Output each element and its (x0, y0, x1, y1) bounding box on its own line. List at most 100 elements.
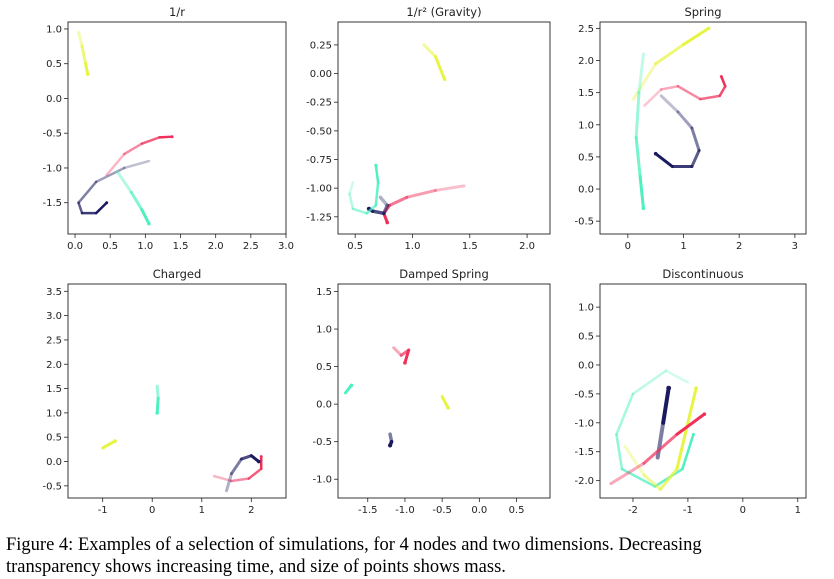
y-tick-label: 1.0 (578, 120, 594, 131)
trajectory-2-segment (140, 136, 161, 145)
y-tick-label: -0.50 (306, 126, 332, 137)
trajectory-2-segment (158, 135, 174, 139)
trajectory-2-end-point (349, 383, 354, 388)
trajectory-2-segment (433, 184, 466, 192)
trajectory-4-segment (225, 472, 233, 493)
trajectory-3-segment (247, 467, 263, 480)
trajectory-1-segment (433, 54, 447, 81)
y-tick-label: -0.25 (306, 98, 332, 109)
plot-frame (337, 21, 551, 235)
x-tick-label: 3.0 (278, 241, 294, 252)
trajectory-3-end-point (666, 385, 672, 391)
y-tick-label: -1.00 (306, 184, 332, 195)
trajectory-4-segment (675, 412, 706, 436)
trajectory-3-end-point (653, 151, 658, 156)
y-tick-label: -1.0 (574, 418, 594, 429)
x-tick-label: -1.5 (358, 505, 378, 516)
trajectory-1-segment (682, 26, 711, 46)
y-tick-label: -0.5 (574, 217, 594, 228)
trajectory-1-segment (664, 369, 690, 384)
x-tick-label: 2.5 (243, 241, 259, 252)
trajectory-4-segment (129, 190, 144, 212)
trajectory-4-segment (140, 208, 151, 226)
trajectory-3-segment (659, 94, 680, 114)
trajectory-3-segment (690, 148, 701, 169)
y-tick-label: 2.0 (578, 56, 594, 67)
trajectory-3-segment (654, 152, 674, 169)
plot-frame (599, 21, 807, 235)
y-tick-label: -2.0 (574, 476, 594, 487)
trajectory-4-segment (239, 454, 253, 461)
x-tick-label: -0.5 (432, 505, 452, 516)
trajectory-4-end-point (702, 412, 707, 416)
panel-title: Charged (153, 267, 202, 281)
trajectory-2-segment (720, 75, 727, 88)
trajectory-1-end-point (403, 361, 407, 365)
trajectory-2-segment (155, 384, 160, 400)
trajectory-1-end-point (691, 432, 695, 436)
trajectory-3-segment (370, 209, 386, 216)
figure-caption: Figure 4: Examples of a selection of sim… (6, 534, 828, 578)
y-tick-label: 0.0 (46, 94, 62, 105)
y-tick-label: 0.5 (578, 152, 594, 163)
panel-4: Charged -1 0 1 2 3.5 3.0 2.5 2.0 1.5 1.0 0.5 0.0 -0.5 (42, 267, 287, 516)
trajectory-1-end-point (442, 77, 447, 82)
trajectory-3-segment (123, 159, 151, 170)
y-tick-label: 0.25 (310, 40, 332, 51)
trajectory-2-segment (623, 444, 646, 477)
panel-1: 1/r 0.0 0.5 1.0 1.5 2.0 2.5 3.0 1.0 0.5 0.0 -0.5 -1.… (42, 5, 293, 252)
trajectory-1-segment (615, 433, 624, 471)
trajectory-1-segment (77, 30, 84, 48)
y-tick-label: 2.5 (578, 24, 594, 35)
panel-title: Discontinuous (662, 267, 743, 281)
trajectory-3-end-point (446, 406, 450, 410)
y-tick-label: 3.0 (46, 311, 62, 322)
trajectory-1-segment (654, 42, 686, 66)
y-tick-label: 3.5 (46, 287, 62, 298)
trajectory-3-segment (94, 201, 108, 215)
trajectory-1-end-point (85, 72, 90, 76)
y-tick-label: 1.0 (46, 24, 62, 35)
x-tick-label: 1 (199, 505, 205, 516)
y-tick-label: -1.5 (42, 198, 62, 209)
trajectory-2-segment (643, 88, 663, 107)
x-tick-label: 0.5 (347, 241, 363, 252)
y-tick-label: 1.0 (46, 408, 62, 419)
trajectory-2-end-point (694, 386, 698, 390)
y-tick-label: 1.0 (316, 325, 332, 336)
x-tick-label: 2 (736, 241, 742, 252)
y-tick-label: -0.5 (42, 129, 62, 140)
y-tick-label: 0.5 (46, 433, 62, 444)
trajectory-2-segment (123, 142, 144, 156)
trajectory-2-segment (676, 84, 702, 101)
panel-3: Spring 0 1 2 3 2.5 2.0 1.5 1.0 0.5 0.0 -0.5 (574, 5, 807, 252)
trajectory-4-end-point (387, 443, 393, 448)
trajectory-2-end-point (155, 411, 159, 415)
trajectory-1-segment (422, 43, 437, 58)
trajectory-3-segment (230, 477, 251, 483)
y-tick-label: -1.0 (312, 475, 332, 486)
trajectory-2-end-point (719, 75, 723, 79)
trajectory-2-segment (405, 188, 437, 199)
trajectory-3-segment (212, 474, 233, 483)
trajectory-2-segment (388, 195, 409, 207)
y-tick-label: -0.5 (574, 389, 594, 400)
trajectory-4-end-point (147, 221, 151, 226)
plot-frame (67, 283, 287, 499)
trajectory-4-segment (637, 52, 645, 95)
trajectory-4-segment (609, 461, 646, 486)
x-tick-label: 3 (792, 241, 798, 252)
trajectory-3-segment (77, 201, 84, 215)
trajectory-1-segment (101, 439, 117, 450)
trajectory-4-segment (348, 181, 355, 196)
y-tick-label: 0.0 (46, 457, 62, 468)
y-tick-label: 2.0 (46, 360, 62, 371)
figure-grid: 1/r 0.0 0.5 1.0 1.5 2.0 2.5 3.0 1.0 0.5 0.0 -0.5 -1.… (42, 5, 807, 516)
x-tick-label: 2.0 (519, 241, 535, 252)
y-tick-label: 1.0 (578, 303, 594, 314)
y-tick-label: 2.5 (46, 335, 62, 346)
trajectory-1-segment (620, 467, 657, 488)
trajectory-4-segment (365, 204, 378, 215)
panel-title: Damped Spring (399, 267, 489, 281)
x-tick-label: 1 (795, 505, 801, 516)
